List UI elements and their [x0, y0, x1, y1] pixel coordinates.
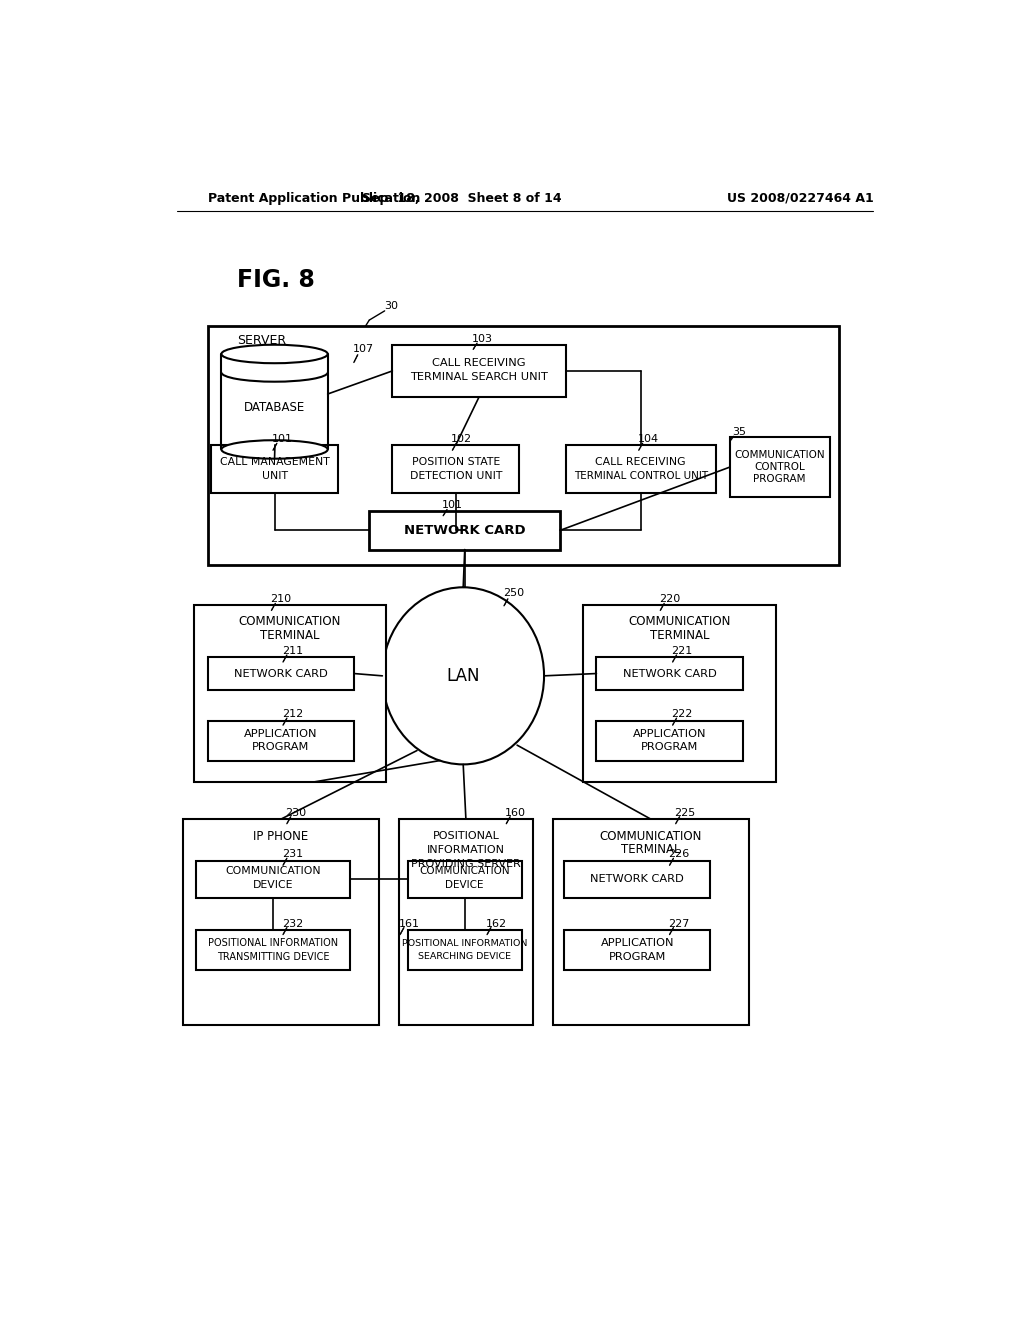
Text: 222: 222: [671, 709, 692, 719]
Text: NETWORK CARD: NETWORK CARD: [623, 668, 717, 678]
Bar: [183, 818, 379, 1026]
Text: PROGRAM: PROGRAM: [608, 952, 666, 962]
Text: 226: 226: [669, 850, 689, 859]
Text: SERVER: SERVER: [237, 334, 286, 347]
Text: PROVIDING SERVER: PROVIDING SERVER: [411, 859, 521, 869]
Text: COMMUNICATION: COMMUNICATION: [239, 615, 341, 628]
Text: 102: 102: [452, 434, 472, 444]
Text: POSITIONAL: POSITIONAL: [432, 832, 500, 841]
Bar: [208, 326, 839, 565]
Bar: [398, 818, 534, 1026]
Bar: [564, 929, 711, 970]
Bar: [370, 511, 560, 549]
Text: CALL MANAGEMENT: CALL MANAGEMENT: [220, 457, 330, 467]
Text: COMMUNICATION: COMMUNICATION: [599, 829, 701, 842]
Text: CALL RECEIVING: CALL RECEIVING: [595, 457, 686, 467]
Text: COMMUNICATION: COMMUNICATION: [734, 450, 825, 459]
Text: 35: 35: [732, 426, 745, 437]
Text: TERMINAL: TERMINAL: [260, 630, 319, 643]
Text: TERMINAL: TERMINAL: [621, 843, 680, 857]
Text: 231: 231: [282, 850, 303, 859]
Text: COMMUNICATION: COMMUNICATION: [420, 866, 510, 876]
Text: 101: 101: [442, 500, 463, 510]
Text: UNIT: UNIT: [262, 471, 288, 480]
Bar: [565, 445, 716, 492]
Bar: [730, 437, 829, 498]
Text: PROGRAM: PROGRAM: [641, 742, 698, 752]
Text: NETWORK CARD: NETWORK CARD: [591, 874, 684, 884]
Text: DEVICE: DEVICE: [253, 880, 293, 890]
Text: 104: 104: [637, 434, 658, 444]
Text: 103: 103: [472, 334, 493, 343]
Text: COMMUNICATION: COMMUNICATION: [629, 615, 731, 628]
Bar: [208, 721, 354, 760]
Text: APPLICATION: APPLICATION: [633, 729, 707, 739]
Bar: [208, 657, 354, 689]
Text: POSITION STATE: POSITION STATE: [412, 457, 500, 467]
Bar: [596, 721, 742, 760]
Text: TERMINAL CONTROL UNIT: TERMINAL CONTROL UNIT: [573, 471, 708, 480]
Bar: [408, 929, 521, 970]
Text: 211: 211: [282, 647, 303, 656]
Text: FIG. 8: FIG. 8: [237, 268, 314, 292]
Text: CALL RECEIVING: CALL RECEIVING: [432, 358, 525, 368]
Ellipse shape: [382, 587, 544, 764]
Text: 210: 210: [270, 594, 291, 603]
Text: 221: 221: [672, 647, 692, 656]
Text: 160: 160: [505, 808, 526, 818]
Bar: [564, 861, 711, 898]
Text: APPLICATION: APPLICATION: [244, 729, 317, 739]
Text: 225: 225: [675, 808, 695, 818]
Text: TRANSMITTING DEVICE: TRANSMITTING DEVICE: [217, 952, 330, 962]
Bar: [194, 605, 386, 781]
Text: APPLICATION: APPLICATION: [600, 939, 674, 948]
Text: POSITIONAL INFORMATION: POSITIONAL INFORMATION: [402, 939, 527, 948]
Bar: [392, 445, 519, 492]
Text: LAN: LAN: [446, 667, 480, 685]
Text: COMMUNICATION: COMMUNICATION: [225, 866, 321, 876]
Text: 220: 220: [658, 594, 680, 603]
Ellipse shape: [221, 441, 328, 459]
Text: PROGRAM: PROGRAM: [252, 742, 309, 752]
Text: TERMINAL: TERMINAL: [650, 630, 710, 643]
Text: US 2008/0227464 A1: US 2008/0227464 A1: [727, 191, 873, 205]
Ellipse shape: [221, 345, 328, 363]
Text: Sep. 18, 2008  Sheet 8 of 14: Sep. 18, 2008 Sheet 8 of 14: [361, 191, 561, 205]
Text: DATABASE: DATABASE: [244, 401, 305, 414]
Text: 227: 227: [668, 919, 689, 929]
Text: CONTROL: CONTROL: [755, 462, 805, 473]
Text: TERMINAL SEARCH UNIT: TERMINAL SEARCH UNIT: [410, 372, 548, 381]
Text: PROGRAM: PROGRAM: [754, 474, 806, 484]
Text: Patent Application Publication: Patent Application Publication: [208, 191, 420, 205]
Text: 232: 232: [282, 919, 303, 929]
Text: 101: 101: [271, 434, 293, 444]
Bar: [596, 657, 742, 689]
Text: DETECTION UNIT: DETECTION UNIT: [410, 471, 502, 480]
Text: NETWORK CARD: NETWORK CARD: [403, 524, 525, 537]
Text: NETWORK CARD: NETWORK CARD: [233, 668, 328, 678]
Text: DEVICE: DEVICE: [445, 880, 484, 890]
Bar: [553, 818, 749, 1026]
Bar: [211, 445, 339, 492]
Bar: [584, 605, 776, 781]
Text: 161: 161: [398, 919, 420, 929]
Bar: [196, 929, 350, 970]
Text: 250: 250: [504, 589, 524, 598]
Text: 107: 107: [352, 345, 374, 354]
Text: 230: 230: [286, 808, 306, 818]
Text: 30: 30: [384, 301, 397, 312]
Text: INFORMATION: INFORMATION: [427, 845, 505, 855]
Text: IP PHONE: IP PHONE: [254, 829, 308, 842]
Text: POSITIONAL INFORMATION: POSITIONAL INFORMATION: [208, 939, 338, 948]
Bar: [408, 861, 521, 898]
Text: 212: 212: [282, 709, 303, 719]
Bar: [392, 345, 565, 397]
Text: SEARCHING DEVICE: SEARCHING DEVICE: [418, 953, 511, 961]
Bar: [196, 861, 350, 898]
Text: 162: 162: [485, 919, 507, 929]
